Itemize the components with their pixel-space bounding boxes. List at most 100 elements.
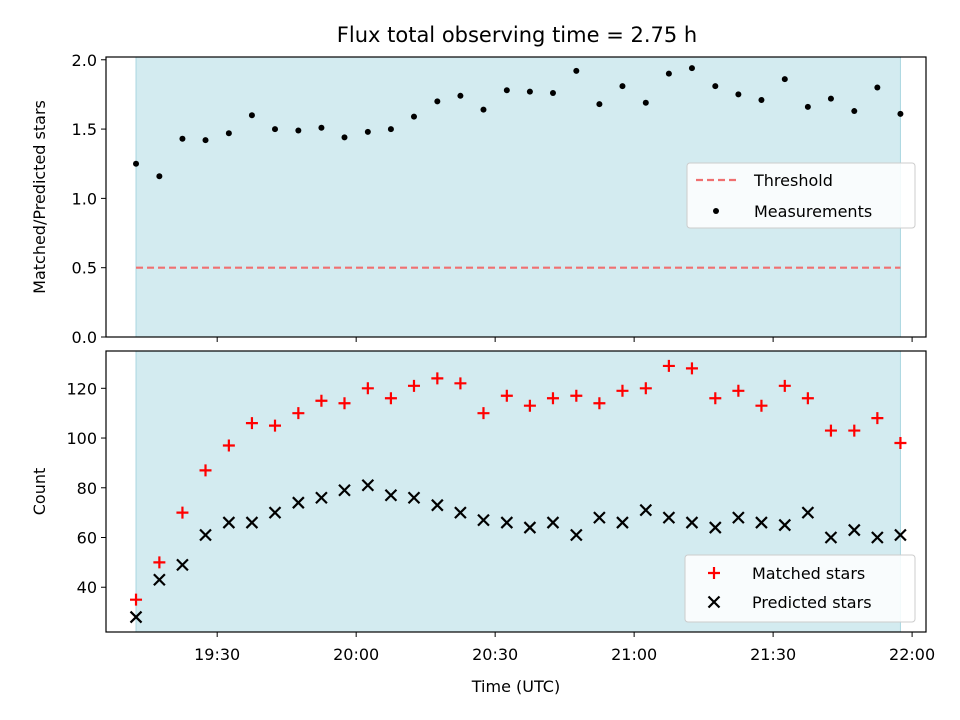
data-point (871, 531, 884, 544)
data-point (801, 392, 814, 405)
data-point (827, 95, 834, 102)
data-point (735, 91, 742, 98)
data-point (781, 76, 788, 83)
axes-frame (105, 56, 927, 338)
data-point (480, 106, 487, 113)
data-point (477, 513, 490, 527)
data-point (361, 479, 375, 492)
data-point (292, 496, 305, 509)
y-tick-label: 2.0 (72, 51, 97, 70)
data-point (156, 173, 163, 180)
data-point (199, 528, 212, 542)
legend: Matched stars Predicted stars (684, 554, 916, 623)
legend-threshold-label: Threshold (753, 171, 833, 190)
data-point (801, 506, 815, 519)
data-point (341, 134, 348, 141)
data-point (662, 359, 675, 372)
data-point (665, 70, 672, 77)
data-point (202, 137, 209, 144)
y-tick-label: 100 (66, 429, 97, 448)
legend-box (686, 162, 916, 229)
data-point (619, 83, 626, 90)
data-point (642, 99, 649, 106)
y-tick-label: 120 (66, 379, 97, 398)
y-tick-label: 0.5 (72, 259, 97, 278)
y-tick-label: 80 (77, 479, 97, 498)
data-point (245, 516, 259, 529)
data-point (546, 516, 560, 529)
data-point (361, 382, 374, 395)
data-point (295, 127, 302, 134)
data-point (523, 521, 537, 534)
data-point (176, 506, 189, 519)
y-tick-label: 1.5 (72, 120, 97, 139)
data-point (848, 523, 861, 537)
data-point (871, 412, 884, 425)
data-point (315, 394, 328, 407)
data-point (755, 516, 768, 529)
x-tick-label: 21:30 (750, 645, 796, 664)
data-point (685, 362, 698, 375)
data-point (434, 98, 441, 105)
data-point (874, 84, 881, 91)
axes-frame (105, 350, 927, 633)
data-point (593, 511, 606, 524)
data-point (709, 521, 722, 534)
data-point (315, 491, 328, 504)
data-point (546, 392, 559, 405)
data-point (639, 503, 653, 517)
data-point (272, 126, 279, 133)
x-tick-label: 19:30 (194, 645, 240, 664)
data-point (662, 511, 676, 524)
data-point (153, 573, 166, 587)
data-point (245, 417, 258, 430)
data-point (758, 96, 765, 103)
data-point (500, 389, 513, 402)
data-point (848, 424, 861, 437)
data-point (387, 126, 394, 133)
x-tick-label: 20:30 (472, 645, 518, 664)
data-point (477, 407, 490, 420)
data-point (410, 113, 417, 120)
ratio-panel: 0.0 0.5 1.0 1.5 2.0 Matched/Predicted stars Th… (30, 51, 927, 347)
data-point (851, 108, 858, 115)
data-point (431, 372, 444, 385)
data-point (384, 392, 397, 405)
data-point (616, 384, 629, 397)
data-point (364, 128, 371, 135)
legend-measurements-swatch (713, 208, 719, 214)
y-axis-label: Matched/Predicted stars (30, 100, 49, 294)
data-point (199, 464, 212, 477)
data-point (338, 397, 351, 410)
data-point (407, 379, 420, 392)
data-point (570, 528, 583, 542)
data-point (503, 87, 510, 94)
data-point (384, 488, 398, 502)
y-tick-label: 1.0 (72, 189, 97, 208)
data-point (179, 135, 186, 142)
data-point (225, 130, 232, 137)
data-point (222, 516, 236, 529)
data-point (639, 382, 652, 395)
data-point (407, 491, 421, 504)
legend-matched-label: Matched stars (752, 564, 865, 583)
data-point (778, 379, 791, 392)
data-point (824, 531, 838, 544)
y-tick-label: 60 (77, 529, 97, 548)
data-point (248, 112, 255, 119)
x-tick-label: 22:00 (889, 645, 935, 664)
y-tick-label: 40 (77, 578, 97, 597)
data-point (133, 160, 140, 167)
data-point (338, 483, 351, 497)
data-point (596, 101, 603, 108)
data-point (153, 556, 166, 569)
series-predicted-stars (129, 479, 907, 624)
data-point (549, 90, 556, 97)
data-point (526, 88, 533, 95)
data-point (778, 518, 792, 532)
data-point (130, 593, 143, 606)
series-matched-stars (130, 359, 907, 606)
data-point (709, 392, 722, 405)
data-point (269, 419, 282, 432)
